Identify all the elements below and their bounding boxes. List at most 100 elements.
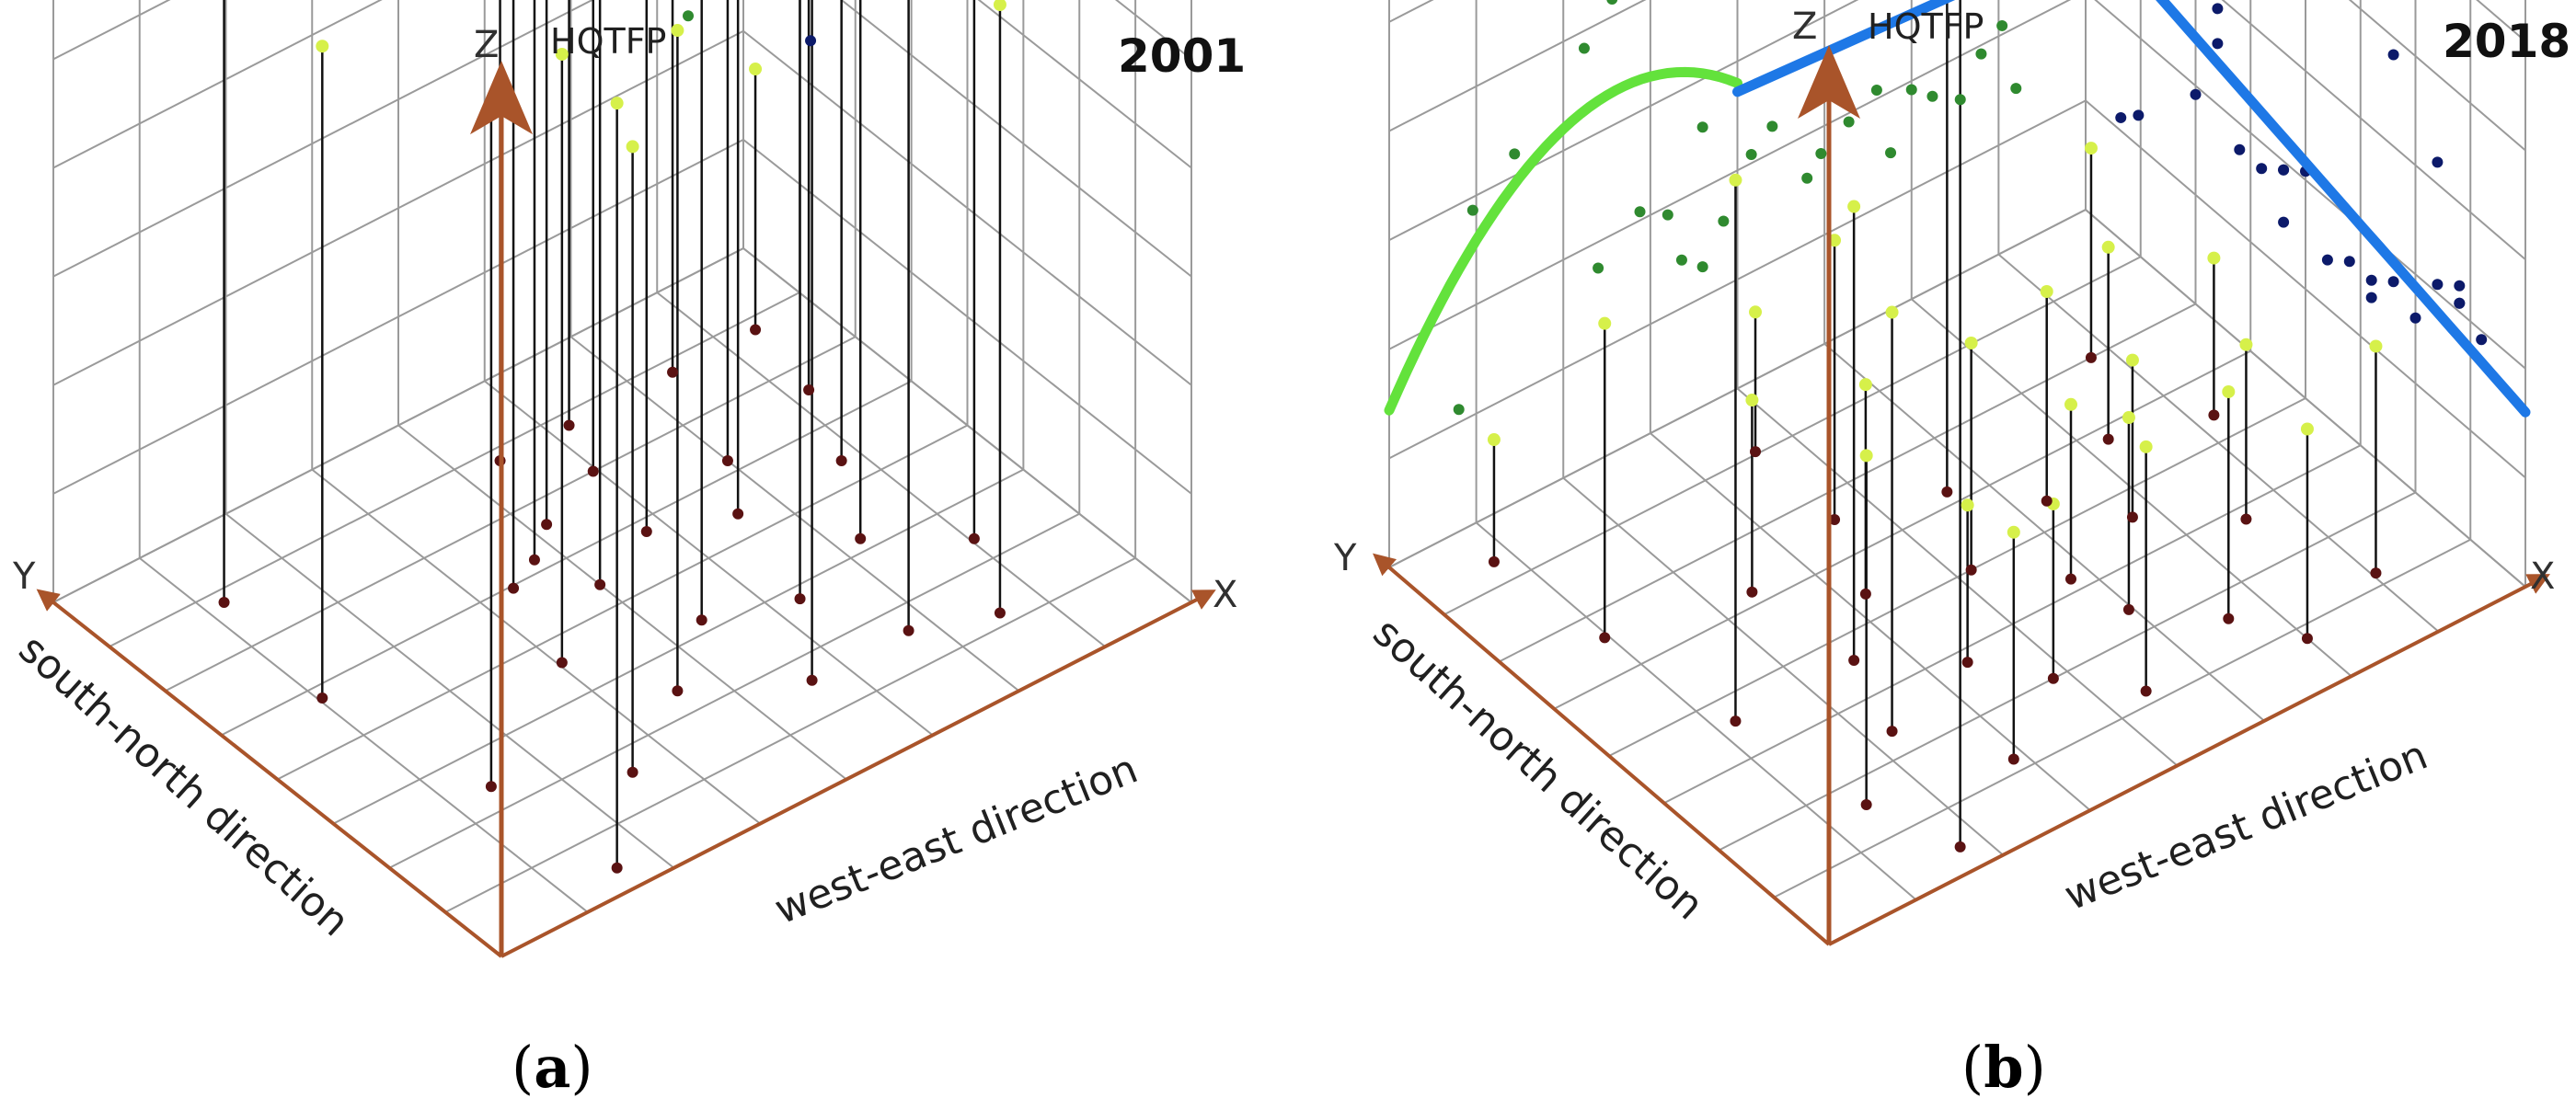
projection-south-north (1509, 148, 1521, 160)
ground-point (803, 384, 815, 395)
x-axis-line (1828, 574, 2550, 946)
projection-south-north (1905, 84, 1917, 96)
sample-point (1749, 305, 1763, 319)
floor-grid-line (2085, 209, 2526, 588)
trend-south-north (1384, 66, 1742, 416)
sample-point (1858, 378, 1872, 392)
projection-south-north (1766, 120, 1778, 132)
sample-point (1745, 394, 1759, 407)
ground-point (1488, 555, 1500, 567)
projection-south-north (1885, 147, 1897, 159)
points-b (1487, 142, 2383, 853)
projection-west-east (2387, 276, 2399, 288)
projection-south-north (1870, 84, 1882, 96)
projection-west-east (2365, 292, 2377, 303)
sample-point (2122, 411, 2135, 425)
ground-point (667, 366, 679, 378)
ground-point (2140, 685, 2152, 697)
ground-point (2041, 495, 2053, 507)
projection-west-east (2454, 280, 2466, 292)
ground-point (2223, 612, 2235, 624)
xz-wall-grid-line (52, 0, 383, 169)
stems-a (223, 0, 1002, 868)
x-axis-line (500, 589, 1216, 958)
sample-point (2207, 251, 2221, 265)
label-south-north-a: south-north direction (10, 625, 359, 945)
projection-west-east (2234, 143, 2246, 155)
projection-south-north (1954, 94, 1966, 106)
z-axis-arrowhead (1798, 45, 1860, 120)
projection-west-east (2432, 156, 2444, 168)
projection-south-north (1453, 404, 1465, 416)
ground-point (528, 554, 540, 566)
sample-point (2300, 422, 2314, 436)
projection-south-north (1675, 254, 1687, 266)
projection-south-north (1745, 148, 1757, 160)
ground-point (1954, 841, 1966, 853)
projection-west-east (2387, 49, 2399, 61)
ground-point (732, 508, 744, 520)
ground-point (2102, 433, 2114, 445)
y-axis-letter-b: Y (1333, 537, 1357, 579)
projection-west-east (2432, 279, 2444, 291)
projection-west-east (2212, 38, 2224, 50)
sample-point (2239, 338, 2253, 351)
projection-west-east (2115, 111, 2127, 123)
sample-point (2222, 384, 2236, 398)
z-title-a: HQTFP (550, 21, 666, 62)
sample-point (993, 0, 1006, 12)
ground-point (2122, 603, 2134, 615)
panel-a: Z HQTFP 2001 Y X south-north direction w… (10, 0, 1246, 1101)
sample-point (1964, 336, 1978, 349)
label-west-east-b: west-east direction (2058, 732, 2434, 921)
floor-grid-line (165, 336, 857, 692)
ground-point (1941, 486, 1953, 498)
xz-wall-grid-line (1388, 0, 1647, 132)
projection-west-east (2343, 256, 2355, 268)
ground-point (2240, 513, 2252, 525)
floor-grid-line (1443, 256, 2142, 616)
ground-point (1860, 798, 1872, 810)
sample-point (610, 97, 624, 110)
sample-point (2084, 142, 2098, 155)
z-axis-letter-a: Z (474, 24, 499, 66)
projection-south-north (1815, 148, 1827, 160)
projection-west-east (2321, 254, 2333, 266)
floor-grid-line (221, 380, 913, 737)
projection-south-north (683, 10, 694, 22)
y-axis-letter-a: Y (12, 555, 36, 598)
projection-south-north (1926, 90, 1938, 102)
floor-grid-line (1388, 209, 2087, 568)
ground-point (627, 766, 638, 778)
projection-south-north (1843, 116, 1855, 128)
ground-point (594, 578, 606, 590)
sample-point (2007, 525, 2020, 539)
ground-point (806, 674, 818, 686)
z-title-b: HQTFP (1868, 6, 1984, 47)
ground-point (316, 692, 328, 704)
floor-grid-line (52, 247, 744, 603)
ground-point (835, 455, 847, 466)
projection-south-north (1996, 19, 2008, 31)
caption-b: (b) (1961, 1034, 2046, 1101)
sample-point (1961, 498, 1974, 512)
ground-point (218, 597, 230, 608)
projection-west-east (805, 35, 817, 47)
trend-west-east (1732, 0, 2531, 418)
ground-point (750, 324, 762, 336)
sample-point (671, 24, 684, 38)
ground-point (1750, 446, 1762, 458)
projection-south-north (1696, 121, 1708, 133)
projection-south-north (1634, 206, 1646, 218)
projection-south-north (1662, 209, 1673, 221)
ground-point (1730, 715, 1742, 727)
ground-point (1886, 726, 1898, 738)
ground-point (855, 532, 867, 544)
ground-point (587, 465, 599, 477)
label-south-north-b: south-north direction (1364, 609, 1713, 929)
floor-grid-line (1553, 349, 2251, 710)
projection-south-north (1801, 172, 1813, 184)
axes-b (1373, 45, 2550, 946)
ground-point (556, 657, 568, 669)
